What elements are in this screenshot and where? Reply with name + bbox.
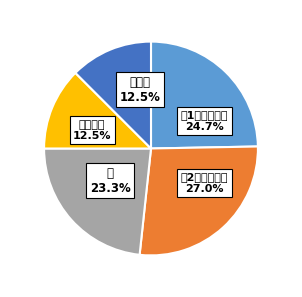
Text: 都道府県
12.5%: 都道府県 12.5%	[73, 119, 111, 141]
Wedge shape	[44, 73, 151, 148]
Text: 第2号被保険者
27.0%: 第2号被保険者 27.0%	[181, 172, 228, 194]
Text: 国
23.3%: 国 23.3%	[90, 167, 131, 195]
Wedge shape	[76, 42, 151, 148]
Wedge shape	[140, 146, 258, 255]
Wedge shape	[44, 148, 151, 255]
Text: 第1号被保険者
24.7%: 第1号被保険者 24.7%	[181, 110, 228, 132]
Text: 市町村
12.5%: 市町村 12.5%	[120, 76, 161, 104]
Wedge shape	[151, 42, 258, 148]
